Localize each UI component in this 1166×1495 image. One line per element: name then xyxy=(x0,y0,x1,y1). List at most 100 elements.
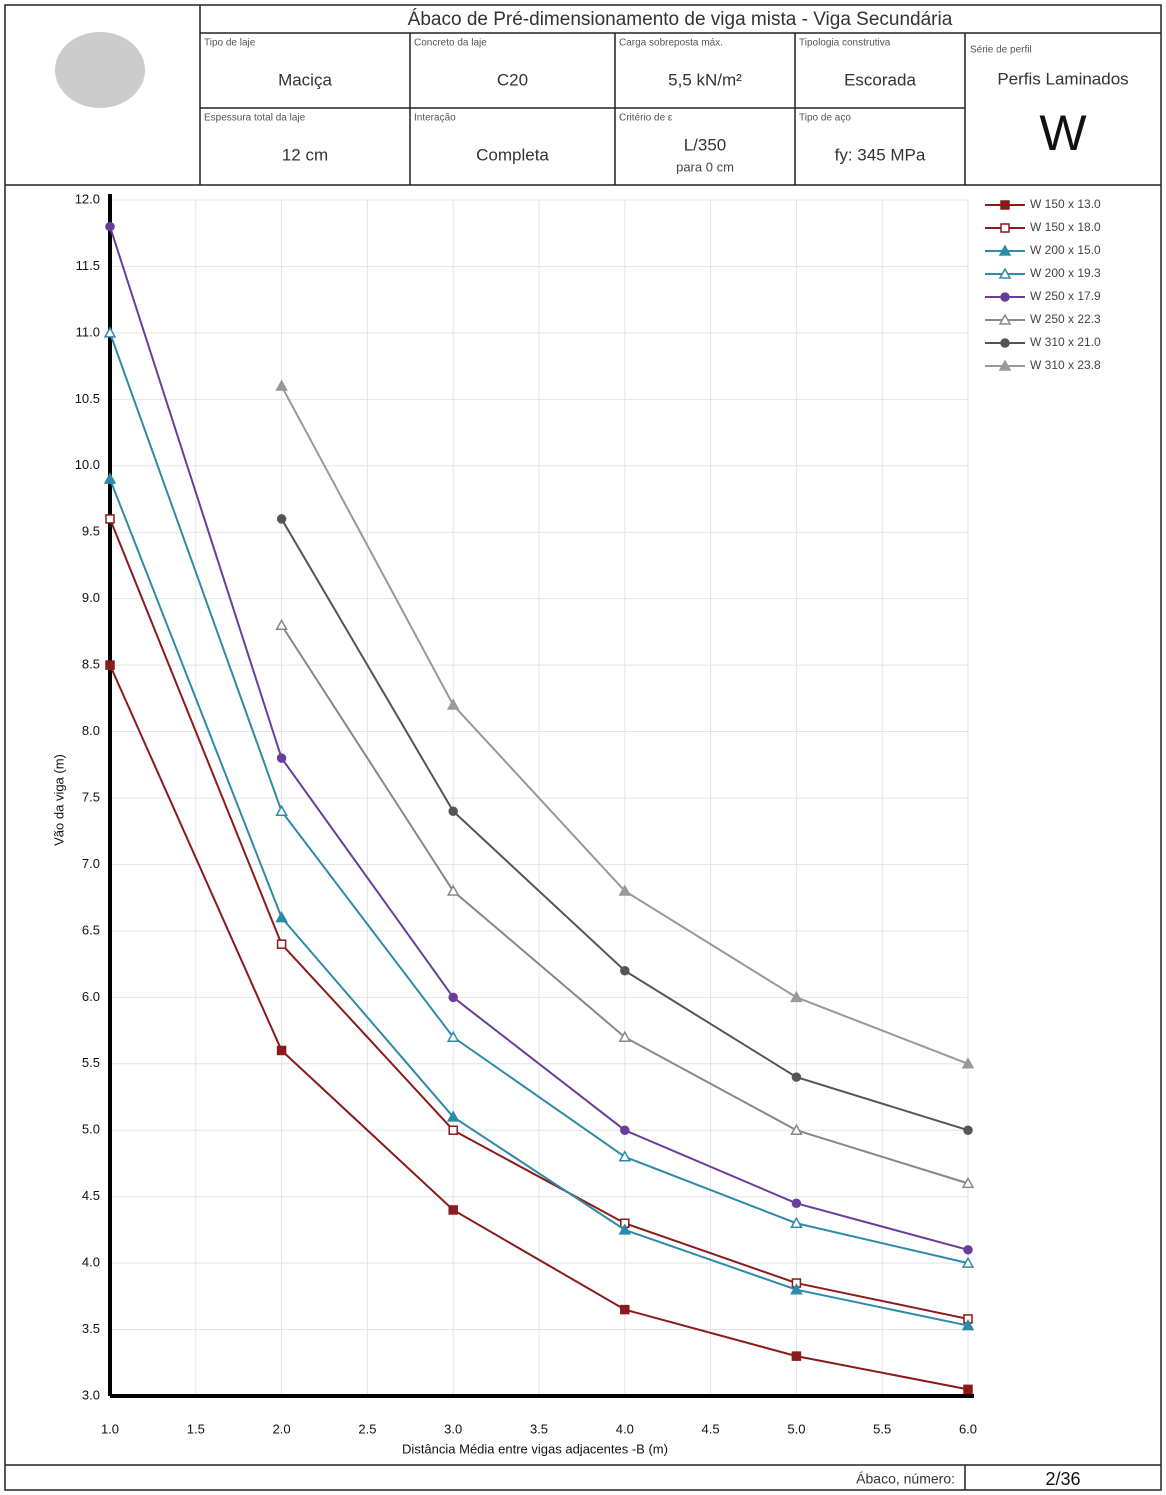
cell-value: Escorada xyxy=(844,70,916,89)
cell-label: Espessura total da laje xyxy=(204,113,306,124)
point xyxy=(276,514,287,524)
cell-value: Maciça xyxy=(278,70,332,89)
y-tick-label: 4.0 xyxy=(82,1255,100,1270)
x-tick-label: 6.0 xyxy=(959,1421,977,1436)
legend-label: W 150 x 18.0 xyxy=(1030,220,1101,234)
point xyxy=(448,806,458,817)
legend-label: W 310 x 21.0 xyxy=(1030,335,1101,349)
point xyxy=(790,1123,803,1135)
point xyxy=(791,1351,802,1361)
cell-value: Completa xyxy=(476,145,549,164)
point xyxy=(618,884,632,896)
y-axis-label: Vão da viga (m) xyxy=(51,754,66,846)
y-tick-label: 3.5 xyxy=(82,1321,100,1336)
point xyxy=(620,1304,630,1315)
frame xyxy=(4,4,1162,1491)
cell-label: Tipo de aço xyxy=(799,113,851,124)
cell-label: Tipo de laje xyxy=(204,38,256,49)
legend-label: W 200 x 19.3 xyxy=(1030,266,1101,280)
footer-value: 2/36 xyxy=(1045,1469,1080,1489)
footer-label: Ábaco, número: xyxy=(856,1471,955,1487)
legend-label: W 250 x 22.3 xyxy=(1030,312,1101,326)
y-tick-label: 3.0 xyxy=(82,1387,100,1402)
y-tick-label: 10.0 xyxy=(75,457,100,472)
point xyxy=(620,966,630,976)
point xyxy=(618,1223,632,1235)
point xyxy=(790,1216,803,1228)
point xyxy=(998,359,1012,371)
point xyxy=(446,698,460,710)
logo xyxy=(55,32,145,108)
x-tick-label: 4.0 xyxy=(616,1421,634,1436)
point xyxy=(790,1283,803,1295)
point xyxy=(1000,223,1010,233)
point xyxy=(998,244,1012,256)
point xyxy=(998,267,1012,279)
y-tick-label: 5.0 xyxy=(82,1122,100,1137)
point xyxy=(275,911,288,923)
cell-label: Concreto da laje xyxy=(414,38,487,49)
y-tick-label: 7.0 xyxy=(82,856,100,871)
y-tick-label: 6.0 xyxy=(82,989,100,1004)
point xyxy=(790,990,803,1003)
point xyxy=(963,1384,973,1395)
series-line xyxy=(109,226,969,1251)
point xyxy=(791,1072,802,1082)
x-tick-label: 1.0 xyxy=(101,1421,119,1436)
point xyxy=(618,1150,632,1162)
x-tick-label: 1.5 xyxy=(187,1421,205,1436)
cell-value: 5,5 kN/m² xyxy=(668,70,742,89)
point xyxy=(1000,200,1010,210)
point xyxy=(275,618,288,630)
cell-label: Critério de ε xyxy=(619,113,673,124)
x-tick-label: 5.0 xyxy=(787,1421,805,1436)
point xyxy=(103,326,117,338)
point xyxy=(791,1198,802,1209)
cell-label: Tipologia construtiva xyxy=(799,38,891,49)
x-tick-label: 4.5 xyxy=(702,1421,720,1436)
series-line xyxy=(109,332,969,1265)
y-tick-label: 10.5 xyxy=(75,391,100,406)
x-tick-label: 5.5 xyxy=(873,1421,891,1436)
y-tick-label: 8.5 xyxy=(82,657,100,672)
legend-label: W 310 x 23.8 xyxy=(1030,358,1101,372)
point xyxy=(998,313,1012,325)
y-tick-label: 4.5 xyxy=(82,1188,100,1203)
y-tick-label: 11.5 xyxy=(76,258,100,273)
cell-label: Carga sobreposta máx. xyxy=(619,38,723,49)
x-tick-label: 2.5 xyxy=(358,1421,376,1436)
point xyxy=(618,1030,632,1042)
cell-note: para 0 cm xyxy=(676,159,734,174)
x-tick-label: 3.5 xyxy=(530,1421,548,1436)
cell-value: 12 cm xyxy=(282,145,328,164)
cell-label: Série de perfil xyxy=(970,45,1032,56)
y-tick-label: 11.0 xyxy=(76,324,100,339)
x-tick-label: 2.0 xyxy=(273,1421,291,1436)
series-letter: W xyxy=(1039,105,1087,161)
cell-label: Interação xyxy=(414,113,456,124)
series-line xyxy=(109,518,969,1320)
cell-value: C20 xyxy=(497,70,528,89)
point xyxy=(1000,338,1010,348)
cell-value: L/350 xyxy=(684,135,727,154)
y-tick-label: 9.0 xyxy=(82,590,100,605)
y-tick-label: 12.0 xyxy=(75,191,100,206)
point xyxy=(620,1125,630,1135)
point xyxy=(963,1245,973,1255)
point xyxy=(276,939,287,949)
point xyxy=(963,1125,973,1135)
cell-value: fy: 345 MPa xyxy=(835,145,926,164)
point xyxy=(961,1057,975,1069)
point xyxy=(103,472,117,484)
y-tick-label: 7.5 xyxy=(82,789,100,804)
series-line xyxy=(109,664,969,1391)
point xyxy=(275,804,288,817)
point xyxy=(446,1030,460,1042)
point xyxy=(448,992,458,1003)
point xyxy=(275,379,288,391)
point xyxy=(448,1125,458,1135)
point xyxy=(446,884,460,896)
point xyxy=(276,753,287,763)
